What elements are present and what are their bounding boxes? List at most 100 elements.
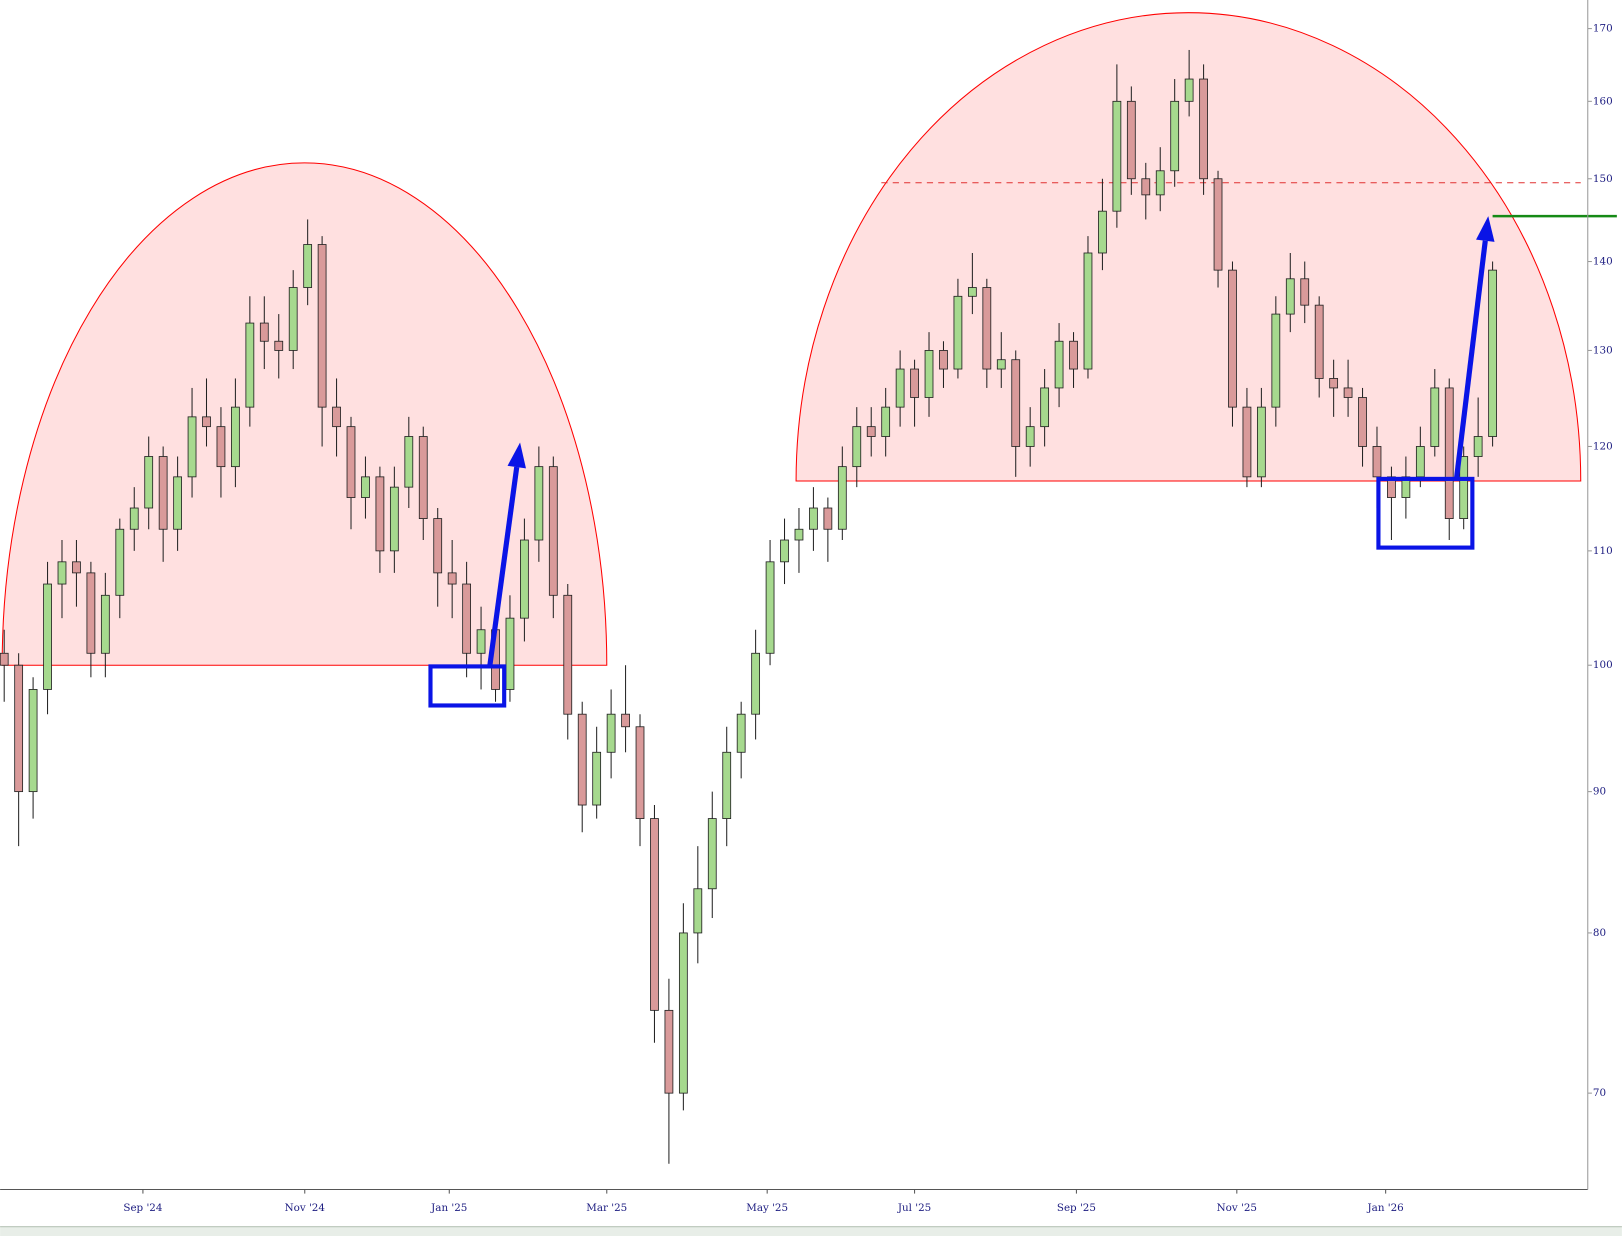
candle-body xyxy=(274,340,284,351)
y-tick-label: 150 xyxy=(1593,173,1613,185)
candle-body xyxy=(346,426,356,498)
candle-body xyxy=(664,1009,674,1094)
y-tick-label: 160 xyxy=(1593,95,1613,107)
candle-body xyxy=(736,713,746,753)
candle-body xyxy=(1285,278,1295,315)
candle-body xyxy=(707,818,717,890)
candle-body xyxy=(288,287,298,351)
x-tick-label: Sep '24 xyxy=(123,1202,162,1214)
candle-body xyxy=(1372,446,1382,478)
candle-body xyxy=(28,689,38,793)
candle-body xyxy=(1488,269,1497,437)
y-tick-label: 110 xyxy=(1593,545,1613,557)
candle-body xyxy=(404,436,414,488)
arrow-shaft xyxy=(487,466,520,667)
candle-body xyxy=(1199,78,1208,180)
candle-body xyxy=(780,539,789,563)
candle-body xyxy=(967,287,977,297)
candle-body xyxy=(1025,426,1035,447)
y-tick-label: 130 xyxy=(1593,344,1613,356)
highlight-box xyxy=(428,664,507,708)
candle-body xyxy=(1126,100,1136,180)
candle-body xyxy=(1112,100,1122,212)
x-tick-label: Jan '25 xyxy=(430,1202,467,1214)
candle-body xyxy=(1314,304,1324,379)
candle-body xyxy=(1459,456,1469,519)
candle-body xyxy=(577,713,587,806)
y-tick-label: 80 xyxy=(1593,927,1606,939)
candle-body xyxy=(129,507,139,530)
x-tick-label: Jan '26 xyxy=(1367,1202,1404,1214)
candle-body xyxy=(606,713,616,753)
candle-body xyxy=(837,466,847,530)
candle-body xyxy=(202,416,211,428)
candle-body xyxy=(1242,406,1252,478)
candle-body xyxy=(476,629,486,654)
dome xyxy=(795,11,1582,482)
candle-body xyxy=(996,359,1006,370)
candle-body xyxy=(100,594,110,654)
candle-body xyxy=(852,426,862,468)
candle-body xyxy=(1069,340,1078,370)
candle-body xyxy=(389,486,399,552)
x-tick-label: May '25 xyxy=(746,1202,788,1214)
y-tick-label: 90 xyxy=(1593,786,1606,798)
candle-body xyxy=(953,295,963,370)
highlight-box xyxy=(1376,476,1475,550)
candle-body xyxy=(1083,252,1093,370)
candle-body xyxy=(447,572,457,585)
dome xyxy=(1,162,608,666)
candle-body xyxy=(1040,387,1050,428)
candle-body xyxy=(1098,210,1107,254)
candle-body xyxy=(866,426,876,437)
candle-body xyxy=(592,751,602,806)
y-tick-label: 70 xyxy=(1593,1087,1606,1099)
footer-band xyxy=(0,1226,1622,1236)
candle-body xyxy=(1271,313,1281,408)
y-tick-label: 100 xyxy=(1593,659,1613,671)
candle-body xyxy=(751,652,761,715)
candle-body xyxy=(462,583,471,654)
candle-body xyxy=(216,426,226,468)
candle-body xyxy=(418,436,428,519)
candle-body xyxy=(433,518,443,574)
candle-body xyxy=(563,594,573,715)
candle-body xyxy=(1329,378,1339,389)
candle-body xyxy=(317,244,327,408)
candle-body xyxy=(1473,436,1483,457)
y-tick-label: 170 xyxy=(1593,23,1613,35)
candle-body xyxy=(924,350,934,398)
candle-body xyxy=(823,507,833,530)
candle-body xyxy=(1213,178,1223,271)
candle-body xyxy=(1184,78,1194,102)
candle-body xyxy=(0,652,9,666)
candle-body xyxy=(43,583,52,690)
candle-body xyxy=(982,287,992,370)
candle-body xyxy=(939,350,948,370)
candle-body xyxy=(548,466,558,596)
candle-body xyxy=(621,713,630,728)
candle-body xyxy=(765,561,775,654)
x-tick-label: Nov '25 xyxy=(1217,1202,1257,1214)
x-tick-label: Nov '24 xyxy=(285,1202,326,1214)
x-tick-label: Mar '25 xyxy=(586,1202,627,1214)
candle-body xyxy=(72,561,81,574)
candle-body xyxy=(303,244,313,288)
candle-body xyxy=(722,751,732,819)
candle-body xyxy=(1430,387,1440,447)
candle-body xyxy=(14,664,24,793)
candle-body xyxy=(1170,100,1180,172)
candle-body xyxy=(173,476,182,530)
candle-body xyxy=(332,406,341,428)
y-tick-label: 120 xyxy=(1593,440,1613,452)
arrow-head xyxy=(507,442,526,469)
candle-body xyxy=(635,726,645,819)
candle-body xyxy=(1141,178,1151,196)
candle-body xyxy=(534,466,544,541)
candle-body xyxy=(144,456,154,509)
candle-body xyxy=(505,617,515,690)
y-tick-label: 140 xyxy=(1593,256,1613,268)
candle-body xyxy=(1343,387,1353,398)
candle-body xyxy=(57,561,67,585)
candle-body xyxy=(895,368,905,408)
